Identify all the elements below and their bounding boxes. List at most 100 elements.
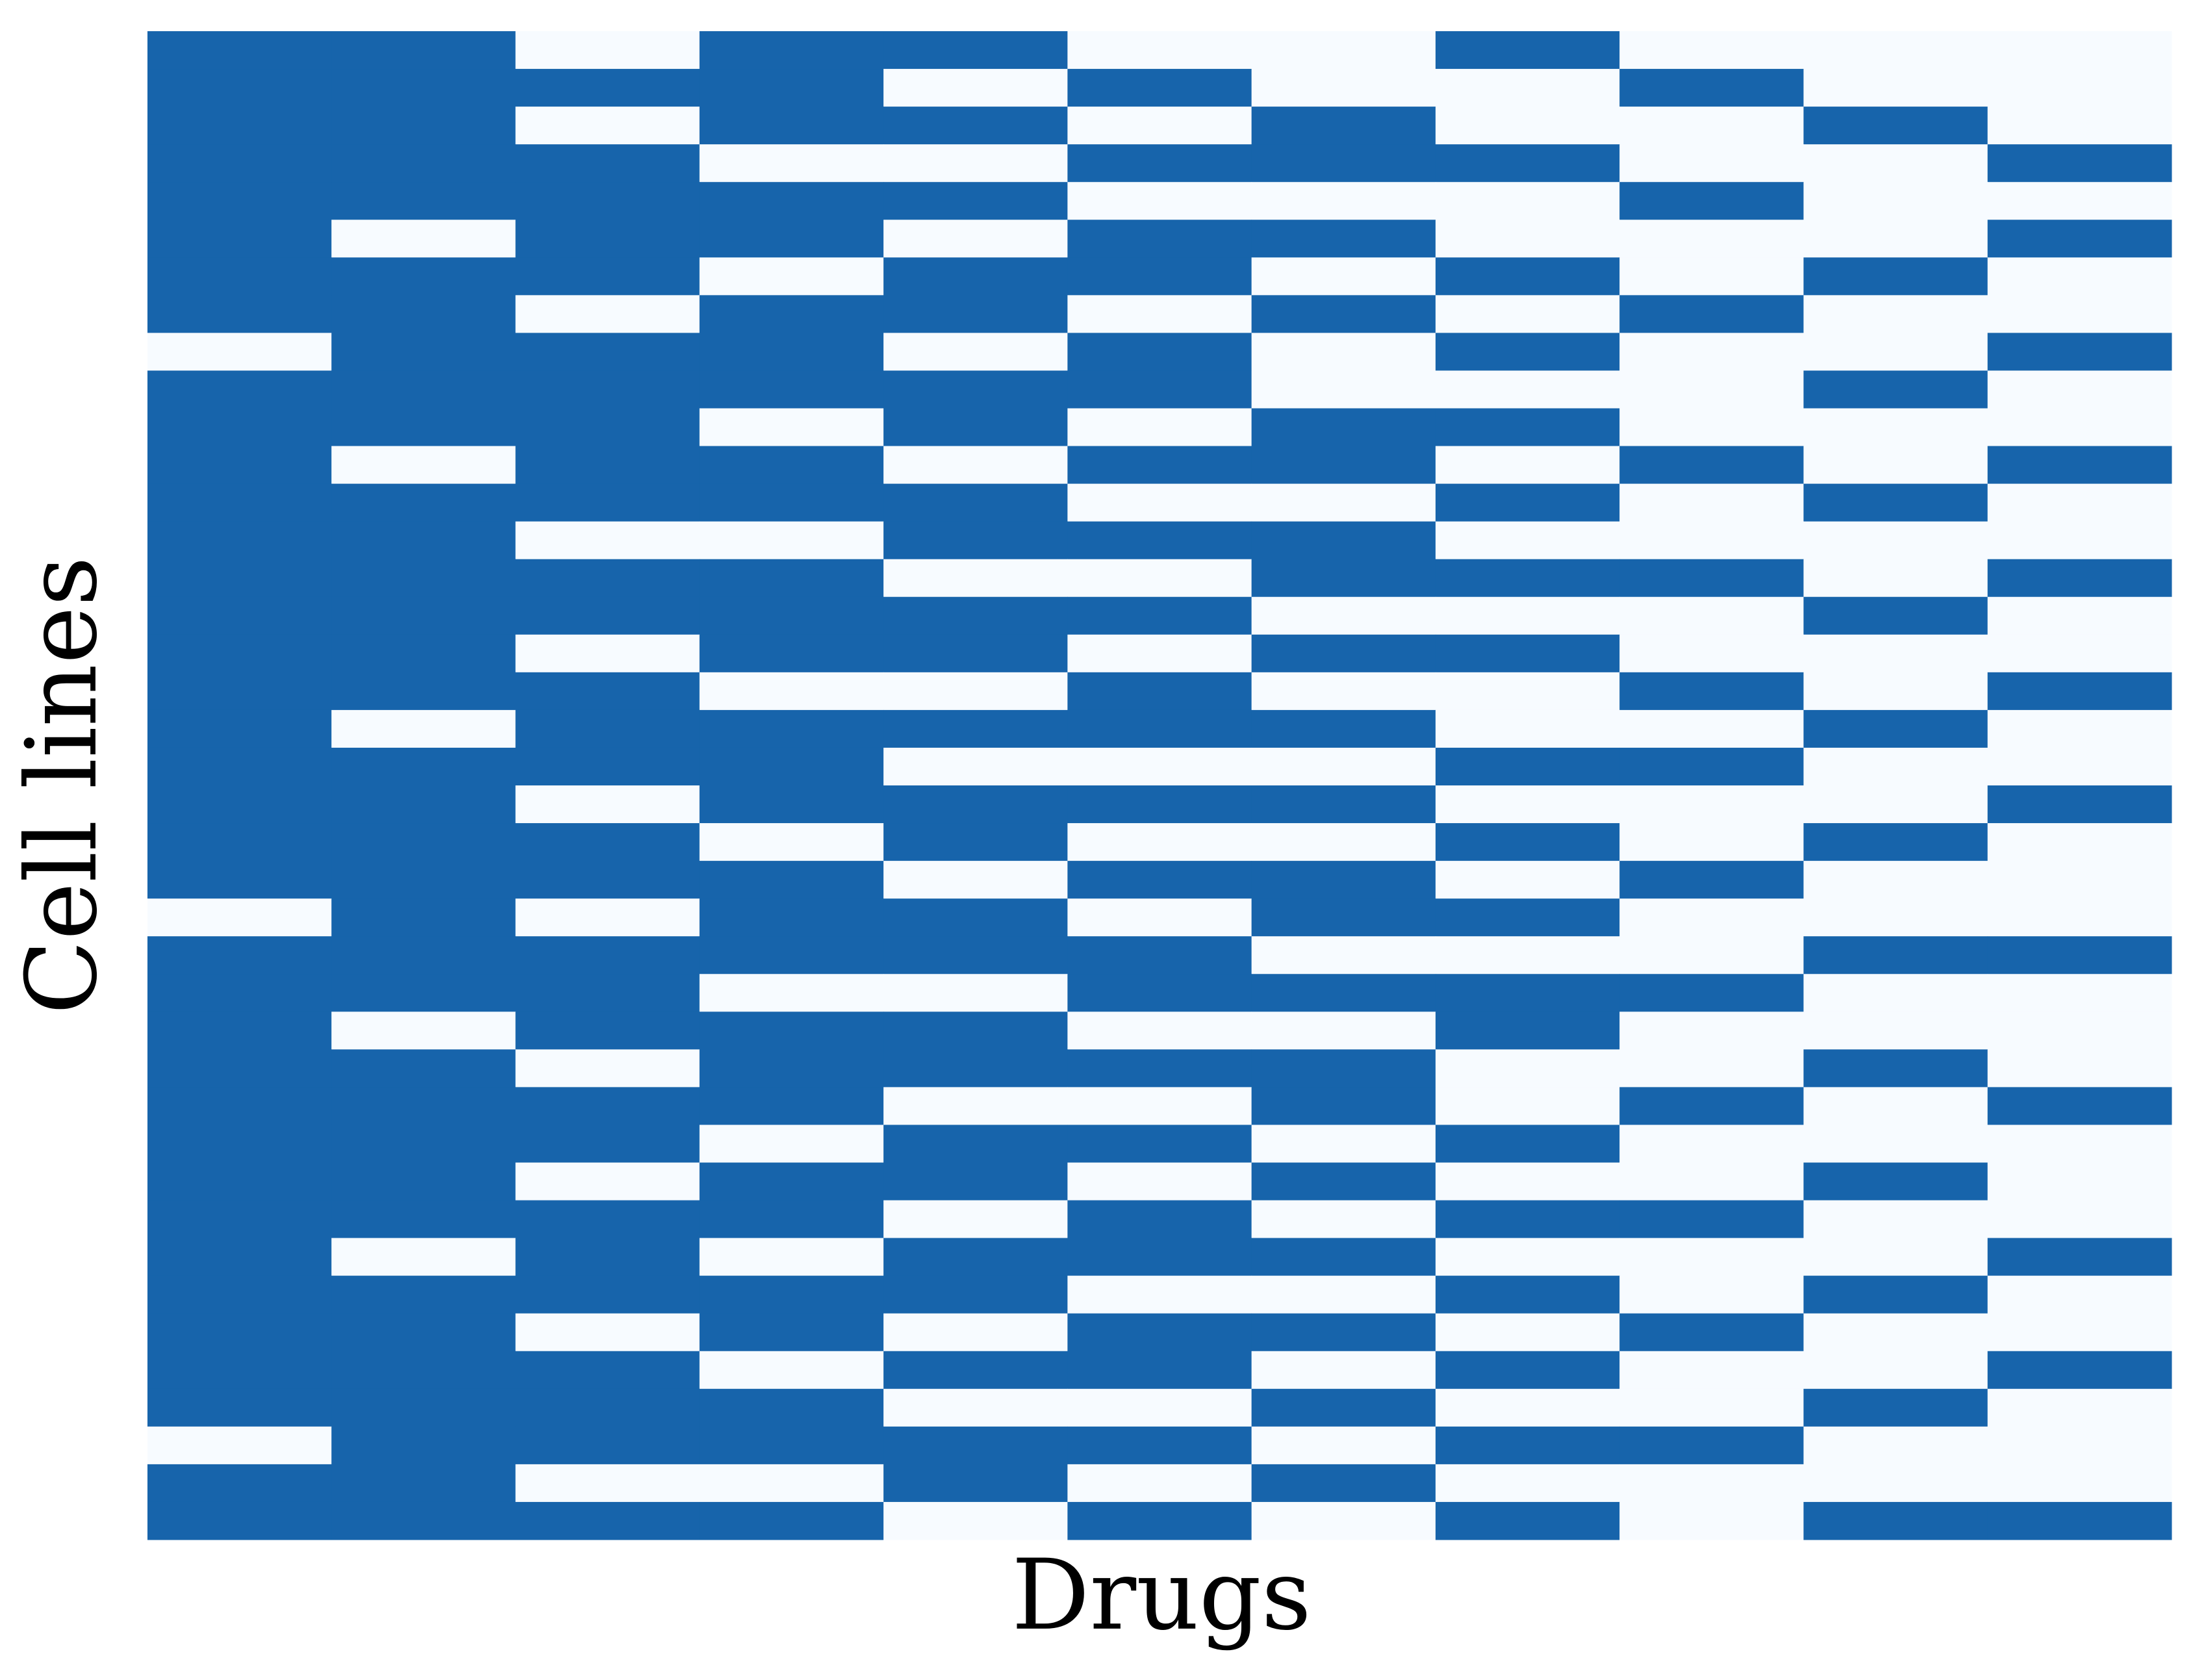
heatmap-cell — [1987, 1388, 2172, 1427]
heatmap-cell — [331, 446, 516, 485]
heatmap-cell — [1803, 823, 1988, 861]
heatmap-cell — [1803, 483, 1988, 522]
heatmap-cell — [1251, 1313, 1436, 1352]
heatmap-cell — [1435, 295, 1620, 333]
heatmap-cell — [699, 483, 884, 522]
heatmap-cell — [147, 1125, 332, 1163]
heatmap-cell — [1435, 182, 1620, 220]
heatmap-cell — [1435, 1501, 1620, 1540]
heatmap-cell — [1619, 295, 1804, 333]
heatmap-cell — [331, 257, 516, 296]
heatmap-cell — [1067, 408, 1252, 447]
heatmap-cell — [1987, 596, 2172, 635]
heatmap-cell — [1619, 1313, 1804, 1352]
heatmap-cell — [883, 521, 1068, 560]
heatmap-cell — [699, 634, 884, 673]
heatmap-cell — [1067, 521, 1252, 560]
heatmap-cell — [331, 521, 516, 560]
heatmap-cell — [1435, 1313, 1620, 1352]
heatmap-cell — [883, 823, 1068, 861]
heatmap-cell — [1251, 747, 1436, 786]
heatmap-cell — [883, 257, 1068, 296]
heatmap-cell — [331, 1125, 516, 1163]
heatmap-cell — [699, 1200, 884, 1239]
heatmap-cell — [1619, 1125, 1804, 1163]
heatmap-cell — [331, 974, 516, 1012]
heatmap-cell — [1067, 144, 1252, 183]
heatmap-cell — [1803, 182, 1988, 220]
heatmap-cell — [1987, 1275, 2172, 1314]
heatmap-cell — [147, 1162, 332, 1201]
heatmap-cell — [147, 823, 332, 861]
heatmap-cell — [1435, 596, 1620, 635]
heatmap-cell — [883, 1501, 1068, 1540]
heatmap-cell — [1803, 1388, 1988, 1427]
heatmap-cell — [515, 1200, 700, 1239]
heatmap-cell — [331, 861, 516, 899]
heatmap-cell — [515, 107, 700, 145]
heatmap-cell — [699, 182, 884, 220]
heatmap-cell — [1435, 672, 1620, 711]
heatmap-cell — [1067, 1200, 1252, 1239]
heatmap-cell — [1803, 1275, 1988, 1314]
heatmap-cells — [147, 31, 2172, 1540]
heatmap-cell — [1987, 709, 2172, 748]
heatmap-cell — [883, 559, 1068, 598]
heatmap-cell — [1251, 898, 1436, 937]
heatmap-cell — [883, 747, 1068, 786]
heatmap-cell — [1435, 1125, 1620, 1163]
heatmap-cell — [331, 144, 516, 183]
heatmap-cell — [1803, 1313, 1988, 1352]
heatmap-cell — [883, 1049, 1068, 1088]
heatmap-cell — [331, 936, 516, 974]
heatmap-cell — [147, 483, 332, 522]
heatmap-cell — [1803, 1238, 1988, 1277]
heatmap-cell — [1067, 107, 1252, 145]
heatmap-cell — [147, 1313, 332, 1352]
heatmap-cell — [699, 370, 884, 409]
heatmap-cell — [1435, 257, 1620, 296]
heatmap-cell — [1619, 370, 1804, 409]
heatmap-cell — [147, 408, 332, 447]
heatmap-cell — [1803, 31, 1988, 70]
heatmap-cell — [699, 1351, 884, 1390]
heatmap-cell — [147, 1388, 332, 1427]
heatmap-cell — [699, 1501, 884, 1540]
heatmap-cell — [1251, 1087, 1436, 1125]
heatmap-cell — [1251, 1200, 1436, 1239]
heatmap-cell — [1987, 823, 2172, 861]
heatmap-cell — [331, 295, 516, 333]
heatmap-cell — [515, 898, 700, 937]
heatmap-cell — [699, 898, 884, 937]
heatmap-cell — [699, 672, 884, 711]
heatmap-cell — [515, 634, 700, 673]
heatmap-cell — [147, 107, 332, 145]
heatmap-cell — [1987, 1162, 2172, 1201]
heatmap-cell — [1067, 483, 1252, 522]
heatmap-cell — [1067, 1238, 1252, 1277]
heatmap-cell — [331, 1162, 516, 1201]
heatmap-cell — [1435, 1162, 1620, 1201]
heatmap-cell — [1803, 1464, 1988, 1503]
heatmap-cell — [1987, 1238, 2172, 1277]
heatmap-cell — [1987, 483, 2172, 522]
heatmap-cell — [1619, 1087, 1804, 1125]
heatmap-cell — [1619, 1464, 1804, 1503]
heatmap-cell — [1251, 107, 1436, 145]
heatmap-cell — [331, 69, 516, 107]
heatmap-cell — [1987, 1012, 2172, 1050]
heatmap-cell — [699, 1087, 884, 1125]
heatmap-cell — [1803, 257, 1988, 296]
heatmap-cell — [1067, 31, 1252, 70]
heatmap-cell — [883, 1087, 1068, 1125]
heatmap-cell — [147, 898, 332, 937]
heatmap-cell — [1619, 936, 1804, 974]
heatmap-cell — [1619, 1238, 1804, 1277]
heatmap-cell — [1619, 747, 1804, 786]
heatmap-cell — [1067, 861, 1252, 899]
heatmap-cell — [699, 295, 884, 333]
heatmap-cell — [515, 1388, 700, 1427]
heatmap-cell — [1619, 257, 1804, 296]
heatmap-cell — [883, 1238, 1068, 1277]
heatmap-cell — [1435, 898, 1620, 937]
